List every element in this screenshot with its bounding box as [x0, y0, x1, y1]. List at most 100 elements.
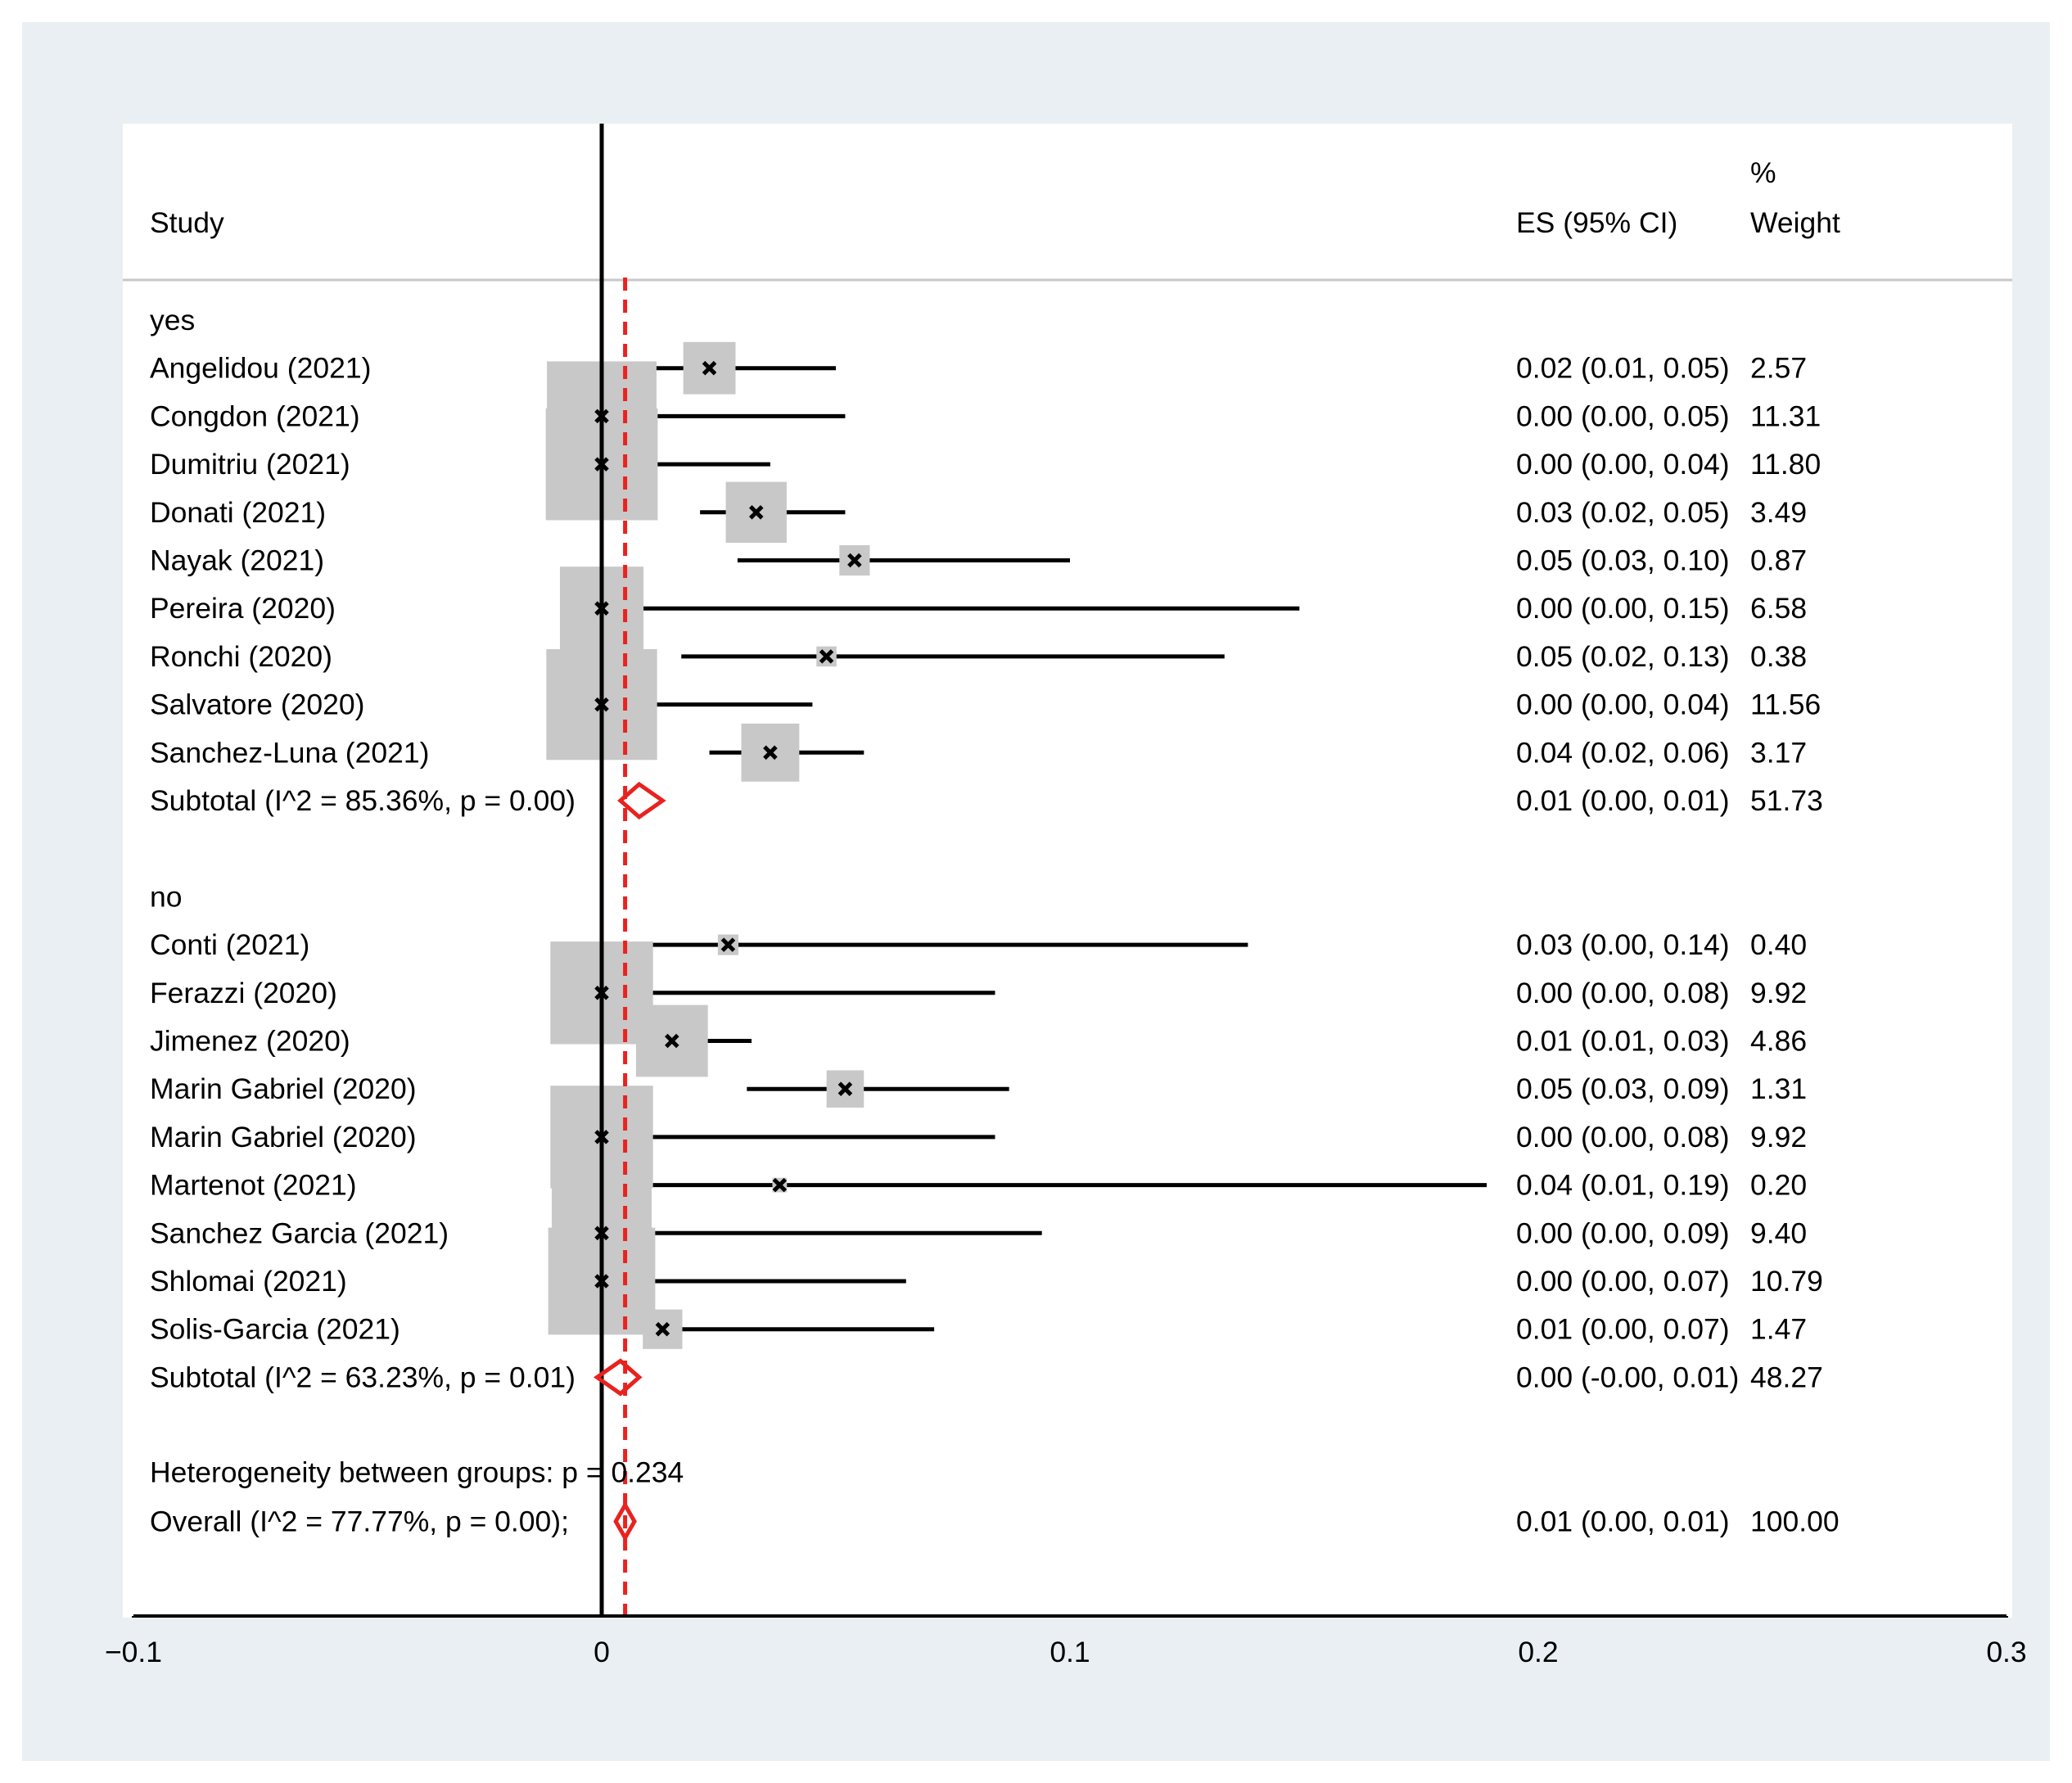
subtotal-diamond: [593, 1358, 643, 1397]
weight-label: 9.92: [1750, 1121, 1807, 1153]
header-weight-percent: %: [1750, 156, 1776, 189]
weight-label: 11.80: [1750, 448, 1821, 481]
study-label: Sanchez-Luna (2021): [150, 736, 429, 769]
point-estimate-marker: [594, 697, 609, 712]
study-label: Jimenez (2020): [150, 1025, 350, 1058]
point-estimate-marker: [847, 553, 862, 568]
study-label: Martenot (2021): [150, 1169, 357, 1202]
x-tick-label: 0.3: [1986, 1636, 2026, 1668]
es-ci-label: 0.01 (0.00, 0.07): [1516, 1313, 1730, 1346]
overall-es-label: 0.01 (0.00, 0.01): [1516, 1505, 1730, 1538]
es-ci-label: 0.00 (0.00, 0.09): [1516, 1217, 1730, 1249]
study-label: Shlomai (2021): [150, 1265, 347, 1298]
x-tick-label: 0.2: [1518, 1636, 1558, 1668]
x-tick-label: −0.1: [105, 1636, 162, 1668]
weight-label: 1.47: [1750, 1313, 1807, 1346]
weight-label: 0.87: [1750, 544, 1807, 577]
point-estimate-marker: [594, 1226, 609, 1241]
weight-label: 1.31: [1750, 1072, 1807, 1105]
weight-label: 11.56: [1750, 688, 1821, 721]
point-estimate-marker: [665, 1033, 679, 1049]
weight-label: 3.17: [1750, 736, 1807, 769]
weight-label: 0.20: [1750, 1169, 1807, 1202]
study-label: Angelidou (2021): [150, 352, 371, 385]
heterogeneity-label: Heterogeneity between groups: p = 0.234: [150, 1456, 684, 1489]
point-estimate-marker: [772, 1177, 788, 1193]
subtotal-label: Subtotal (I^2 = 85.36%, p = 0.00): [150, 784, 576, 817]
overall-label: Overall (I^2 = 77.77%, p = 0.00);: [150, 1505, 569, 1538]
weight-label: 3.49: [1750, 496, 1807, 529]
x-tick-label: 0.1: [1050, 1636, 1090, 1668]
figure-background: Study ES (95% CI) % Weight yes Angelidou …: [22, 22, 2050, 1761]
es-ci-label: 0.00 (0.00, 0.08): [1516, 977, 1730, 1009]
study-label: Congdon (2021): [150, 399, 360, 432]
study-label: Nayak (2021): [150, 544, 324, 577]
es-ci-label: 0.04 (0.02, 0.06): [1516, 736, 1730, 769]
weight-label: 11.31: [1750, 399, 1821, 432]
x-axis: [132, 1614, 2008, 1618]
es-ci-label: 0.03 (0.00, 0.14): [1516, 928, 1730, 961]
es-ci-label: 0.02 (0.01, 0.05): [1516, 352, 1730, 385]
overall-weight-label: 100.00: [1750, 1505, 1840, 1538]
study-label: Ronchi (2020): [150, 640, 332, 673]
forest-plot: Study ES (95% CI) % Weight yes Angelidou …: [123, 124, 2012, 1618]
study-label: Dumitriu (2021): [150, 448, 350, 481]
study-label: Marin Gabriel (2020): [150, 1072, 417, 1105]
subtotal-es-label: 0.00 (-0.00, 0.01): [1516, 1361, 1739, 1393]
es-ci-label: 0.05 (0.03, 0.10): [1516, 544, 1730, 577]
reference-lines-layer: [599, 124, 628, 1616]
point-estimate-marker: [594, 1274, 609, 1289]
study-label: Donati (2021): [150, 496, 326, 529]
point-estimate-marker: [720, 937, 736, 952]
header-study: Study: [150, 206, 224, 239]
study-label: Ferazzi (2020): [150, 977, 337, 1009]
weight-label: 4.86: [1750, 1025, 1807, 1058]
es-ci-label: 0.00 (0.00, 0.05): [1516, 399, 1730, 432]
point-estimate-marker: [655, 1321, 670, 1337]
subtotal-weight-label: 48.27: [1750, 1361, 1823, 1393]
weight-label: 0.40: [1750, 928, 1807, 961]
overall-diamond: [613, 1501, 637, 1542]
plot-area: Study ES (95% CI) % Weight yes Angelidou …: [123, 124, 2012, 1618]
point-estimate-marker: [763, 745, 778, 761]
weight-label: 2.57: [1750, 352, 1807, 385]
weight-label: 10.79: [1750, 1265, 1823, 1298]
es-ci-label: 0.05 (0.03, 0.09): [1516, 1072, 1730, 1105]
point-estimate-marker: [594, 1130, 609, 1144]
point-estimate-marker: [594, 601, 609, 616]
es-ci-label: 0.03 (0.02, 0.05): [1516, 496, 1730, 529]
es-ci-label: 0.04 (0.01, 0.19): [1516, 1169, 1730, 1202]
point-estimate-marker: [837, 1081, 853, 1096]
point-estimate-marker: [748, 505, 764, 520]
subtotal-es-label: 0.01 (0.00, 0.01): [1516, 784, 1730, 817]
es-ci-label: 0.00 (0.00, 0.15): [1516, 592, 1730, 625]
point-estimate-marker: [594, 457, 609, 472]
weight-boxes-layer: [545, 341, 870, 1349]
es-ci-label: 0.01 (0.01, 0.03): [1516, 1025, 1730, 1058]
es-ci-label: 0.00 (0.00, 0.04): [1516, 448, 1730, 481]
es-ci-label: 0.00 (0.00, 0.04): [1516, 688, 1730, 721]
group-label: no: [150, 880, 183, 913]
study-label: Marin Gabriel (2020): [150, 1121, 417, 1153]
header-weight: Weight: [1750, 206, 1840, 239]
study-label: Sanchez Garcia (2021): [150, 1217, 449, 1249]
point-estimate-marker: [594, 986, 609, 1000]
header-es: ES (95% CI): [1516, 206, 1677, 239]
study-label: Solis-Garcia (2021): [150, 1313, 400, 1346]
markers-layer: [593, 360, 862, 1542]
es-ci-label: 0.00 (0.00, 0.07): [1516, 1265, 1730, 1298]
study-label: Pereira (2020): [150, 592, 336, 625]
es-ci-label: 0.05 (0.02, 0.13): [1516, 640, 1730, 673]
subtotal-label: Subtotal (I^2 = 63.23%, p = 0.01): [150, 1361, 576, 1393]
group-label: yes: [150, 304, 195, 336]
subtotal-diamond: [617, 781, 666, 820]
study-label: Salvatore (2020): [150, 688, 364, 721]
subtotal-weight-label: 51.73: [1750, 784, 1823, 817]
point-estimate-marker: [702, 360, 717, 376]
study-label: Conti (2021): [150, 928, 309, 961]
weight-label: 9.40: [1750, 1217, 1807, 1249]
point-estimate-marker: [594, 409, 609, 424]
weight-label: 6.58: [1750, 592, 1807, 625]
es-ci-label: 0.00 (0.00, 0.08): [1516, 1121, 1730, 1153]
weight-label: 0.38: [1750, 640, 1807, 673]
